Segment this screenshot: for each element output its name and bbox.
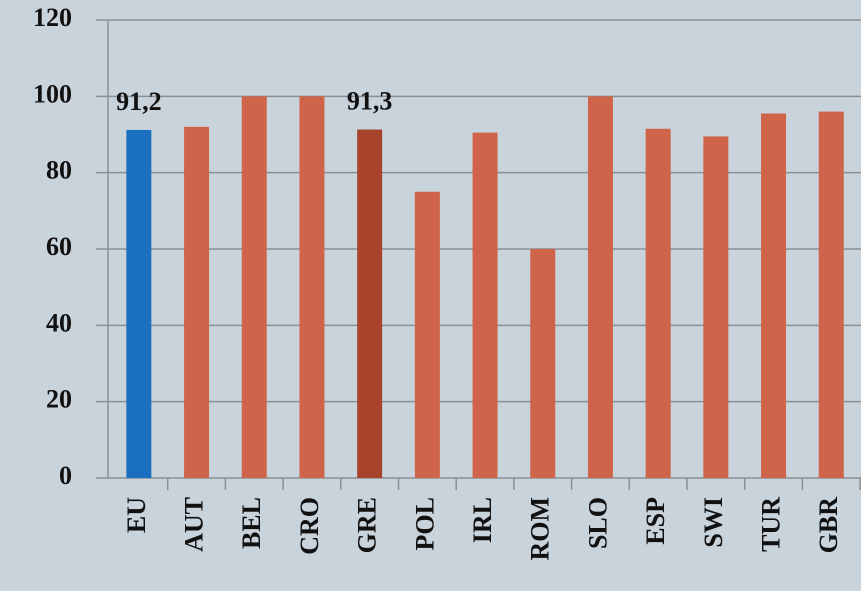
y-tick-label: 80 xyxy=(46,156,72,185)
x-tick-label: TUR xyxy=(757,497,786,552)
data-label: 91,3 xyxy=(347,87,393,116)
x-tick-label: ROM xyxy=(526,497,555,561)
x-tick-label: CRO xyxy=(295,497,324,555)
bar xyxy=(587,96,613,478)
x-tick-label: GRE xyxy=(353,497,382,553)
y-tick-label: 20 xyxy=(46,385,72,414)
x-tick-label: POL xyxy=(410,497,439,550)
bar xyxy=(645,128,671,478)
bar xyxy=(184,126,210,478)
x-tick-label: AUT xyxy=(180,497,209,552)
bar xyxy=(357,129,383,478)
x-tick-label: BEL xyxy=(237,497,266,549)
bar xyxy=(299,96,325,478)
bar xyxy=(472,132,498,478)
x-tick-label: SWI xyxy=(699,497,728,548)
data-label: 91,2 xyxy=(116,87,162,116)
x-tick-label: GBR xyxy=(814,497,843,554)
bar xyxy=(818,111,844,478)
x-tick-label: IRL xyxy=(468,497,497,543)
y-tick-label: 40 xyxy=(46,308,72,337)
bar xyxy=(761,113,787,478)
bar xyxy=(530,249,556,478)
bar xyxy=(126,129,152,479)
y-tick-label: 120 xyxy=(33,3,72,32)
x-tick-label: SLO xyxy=(583,497,612,549)
y-tick-label: 100 xyxy=(33,79,72,108)
bar xyxy=(703,136,729,479)
y-tick-label: 0 xyxy=(59,461,72,490)
bar xyxy=(241,96,267,478)
bar xyxy=(414,191,440,478)
x-tick-label: EU xyxy=(122,497,151,533)
y-tick-label: 60 xyxy=(46,232,72,261)
x-tick-label: ESP xyxy=(641,497,670,545)
